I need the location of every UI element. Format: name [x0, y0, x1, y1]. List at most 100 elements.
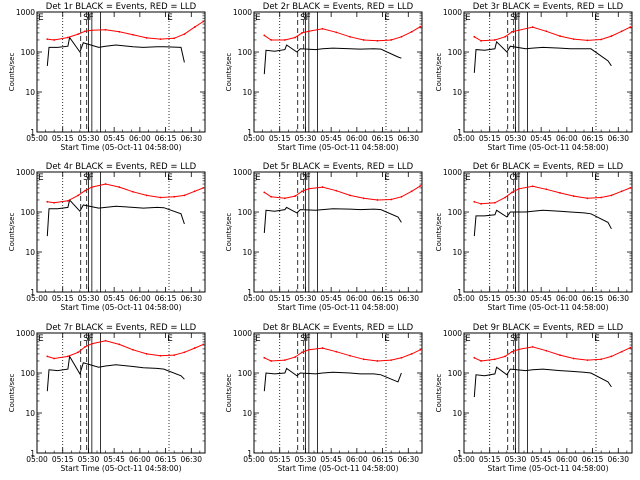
series-lld-line: [264, 347, 421, 362]
panel-title: Det 6r BLACK = Events, RED = LLD: [473, 162, 624, 172]
lld-point: [301, 32, 303, 34]
x-tick-label: 06:00: [556, 294, 578, 303]
y-axis-label: Counts/sec: [225, 53, 233, 92]
lld-point: [531, 185, 534, 188]
lld-point: [376, 39, 379, 42]
x-tick-label: 06:15: [582, 134, 604, 143]
x-axis-label: Start Time (05-Oct-11 04:58:00): [60, 464, 181, 473]
y-axis-label: Counts/sec: [435, 374, 443, 413]
x-tick-label: 05:30: [505, 134, 527, 143]
lld-point: [159, 38, 162, 41]
lld-point: [46, 200, 49, 203]
flag-label: S: [300, 334, 306, 344]
y-axis-label: Counts/sec: [8, 213, 16, 252]
x-tick-label: 05:15: [269, 294, 291, 303]
y-tick-label: 10: [452, 248, 462, 257]
lld-point: [410, 190, 413, 193]
lld-point: [84, 189, 86, 192]
x-tick-label: 06:30: [607, 294, 629, 303]
plot-frame: [463, 11, 633, 133]
x-tick-label: 06:15: [155, 455, 177, 464]
lld-point: [572, 195, 575, 197]
lld-point: [390, 39, 393, 41]
x-tick-label: 05:45: [320, 294, 342, 303]
lld-point: [511, 30, 513, 33]
lld-point: [145, 194, 148, 197]
x-tick-label: 05:00: [26, 294, 48, 303]
lld-point: [572, 357, 575, 360]
lld-point: [600, 196, 603, 199]
series-events-line: [473, 40, 612, 73]
y-tick-label: 100: [448, 369, 463, 378]
lld-point: [46, 38, 49, 41]
y-tick-label: 100: [448, 48, 463, 57]
y-tick-label: 100: [238, 208, 253, 217]
plot-frame: [253, 11, 423, 133]
flag-label: O: [509, 173, 516, 183]
lld-point: [349, 354, 351, 357]
lld-point: [183, 33, 186, 36]
series-events-line: [46, 36, 185, 66]
x-tick-label: 05:00: [243, 294, 265, 303]
series-lld-line: [47, 21, 204, 41]
series-events-line: [46, 354, 185, 392]
lld-point: [531, 345, 534, 348]
x-tick-label: 06:00: [556, 134, 578, 143]
lld-point: [545, 30, 548, 33]
panel-title: Det 3r BLACK = Events, RED = LLD: [473, 2, 624, 12]
flag-label: E: [384, 13, 390, 23]
y-tick-label: 10: [242, 409, 252, 418]
lld-point: [480, 202, 483, 205]
flag-label: F: [306, 13, 311, 23]
x-tick-label: 05:15: [269, 134, 291, 143]
plot-frame: [36, 11, 206, 133]
lld-point: [531, 26, 534, 28]
series-events-line: [263, 44, 402, 75]
lld-point: [410, 30, 413, 33]
plot-frame: [253, 171, 423, 293]
lld-point: [90, 342, 93, 345]
flag-label: E: [167, 173, 173, 183]
lld-point: [511, 191, 513, 194]
flag-label: S: [83, 13, 89, 23]
lld-point: [362, 39, 365, 41]
lld-point: [301, 351, 303, 354]
series-events-line: [263, 367, 402, 392]
lld-point: [321, 347, 324, 349]
lld-point: [493, 39, 496, 41]
flag-label: F: [306, 334, 311, 344]
flag-label: E: [38, 173, 44, 183]
x-tick-label: 05:00: [453, 134, 475, 143]
lld-point: [307, 30, 310, 33]
lld-point: [77, 351, 80, 354]
series-events-line: [46, 198, 185, 237]
lld-point: [419, 25, 422, 28]
series-events-line: [473, 366, 612, 398]
panel-title: Det 4r BLACK = Events, RED = LLD: [46, 162, 197, 172]
lld-point: [362, 358, 365, 361]
x-tick-label: 06:15: [372, 455, 394, 464]
panel-det-1: Det 1r BLACK = Events, RED = LLD 1 10 100 10…: [8, 2, 206, 152]
lld-point: [193, 347, 196, 349]
lld-point: [66, 355, 69, 358]
x-tick-label: 06:30: [607, 455, 629, 464]
flag-label: F: [89, 13, 94, 23]
panel-det-3: Det 3r BLACK = Events, RED = LLD 1 10 100 10…: [435, 2, 633, 152]
lld-point: [376, 360, 379, 362]
x-tick-label: 05:15: [52, 455, 74, 464]
lld-point: [104, 339, 107, 342]
x-tick-label: 05:30: [505, 455, 527, 464]
x-tick-label: 06:15: [372, 134, 394, 143]
x-tick-label: 05:00: [243, 455, 265, 464]
lld-point: [629, 26, 632, 28]
y-tick-label: 1000: [443, 329, 462, 338]
lld-point: [376, 199, 379, 201]
flag-label: S: [83, 334, 89, 344]
x-tick-label: 05:00: [26, 455, 48, 464]
x-tick-label: 06:30: [397, 294, 419, 303]
y-tick-label: 100: [21, 48, 36, 57]
x-tick-label: 06:15: [372, 294, 394, 303]
panel-title: Det 9r BLACK = Events, RED = LLD: [473, 323, 624, 333]
series-lld-line: [474, 346, 631, 362]
